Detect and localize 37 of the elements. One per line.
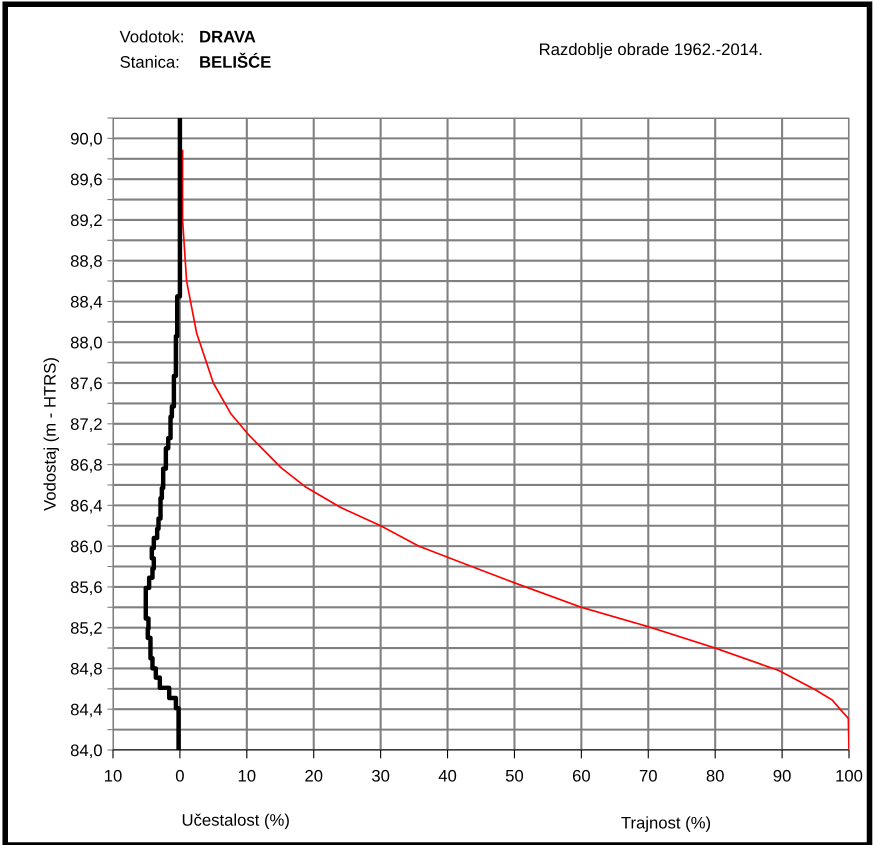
x-tick-label: 100 bbox=[836, 770, 862, 782]
x-tick-label: 0 bbox=[176, 770, 184, 782]
y-tick-label: 87,2 bbox=[70, 418, 102, 432]
x-tick-label: 90 bbox=[774, 770, 791, 782]
x-tick-label: 40 bbox=[438, 770, 456, 782]
text: Vodotok: bbox=[120, 30, 183, 42]
y-tick-label: 89,6 bbox=[70, 174, 102, 188]
x-tick-label: 30 bbox=[372, 770, 390, 782]
text: Stanica: bbox=[120, 56, 178, 68]
x-axis-title: Trajnost (%) bbox=[621, 816, 710, 832]
y-tick-label: 85,6 bbox=[70, 581, 102, 596]
x-tick-label: 10 bbox=[238, 770, 256, 782]
x-tick-label: 50 bbox=[506, 770, 524, 782]
y-tick-label: 88,0 bbox=[70, 336, 102, 350]
y-tick-label: 86,0 bbox=[70, 540, 102, 554]
line-series bbox=[182, 150, 849, 750]
text: Učestalost (%) bbox=[182, 814, 289, 830]
y-tick-label: 90,0 bbox=[70, 132, 102, 147]
y-tick-label: 85,2 bbox=[70, 622, 102, 636]
x-tick-label: 70 bbox=[640, 770, 657, 782]
y-axis-title: Vodostaj (m - HTRS) bbox=[44, 358, 60, 511]
y-tick-label: 84,8 bbox=[70, 662, 102, 677]
y-tick-label: 84,4 bbox=[70, 704, 102, 718]
y-tick-label: 88,4 bbox=[70, 296, 102, 310]
x-tick-label: 60 bbox=[572, 770, 590, 782]
y-tick-label: 87,6 bbox=[70, 377, 102, 392]
y-tick-label: 88,8 bbox=[70, 255, 102, 269]
y-tick-label: 86,8 bbox=[70, 458, 102, 473]
text: BELIŠĆE bbox=[200, 52, 271, 68]
y-tick-label: 86,4 bbox=[70, 500, 102, 514]
text: Razdoblje obrade 1962.-2014. bbox=[540, 42, 762, 58]
x-tick-label: 10 bbox=[105, 770, 122, 782]
x-tick-label: 20 bbox=[305, 770, 322, 782]
y-tick-label: 89,2 bbox=[70, 214, 102, 228]
x-tick-label: 80 bbox=[706, 770, 724, 782]
y-tick-label: 84,0 bbox=[70, 744, 102, 758]
text: DRAVA bbox=[200, 30, 256, 42]
